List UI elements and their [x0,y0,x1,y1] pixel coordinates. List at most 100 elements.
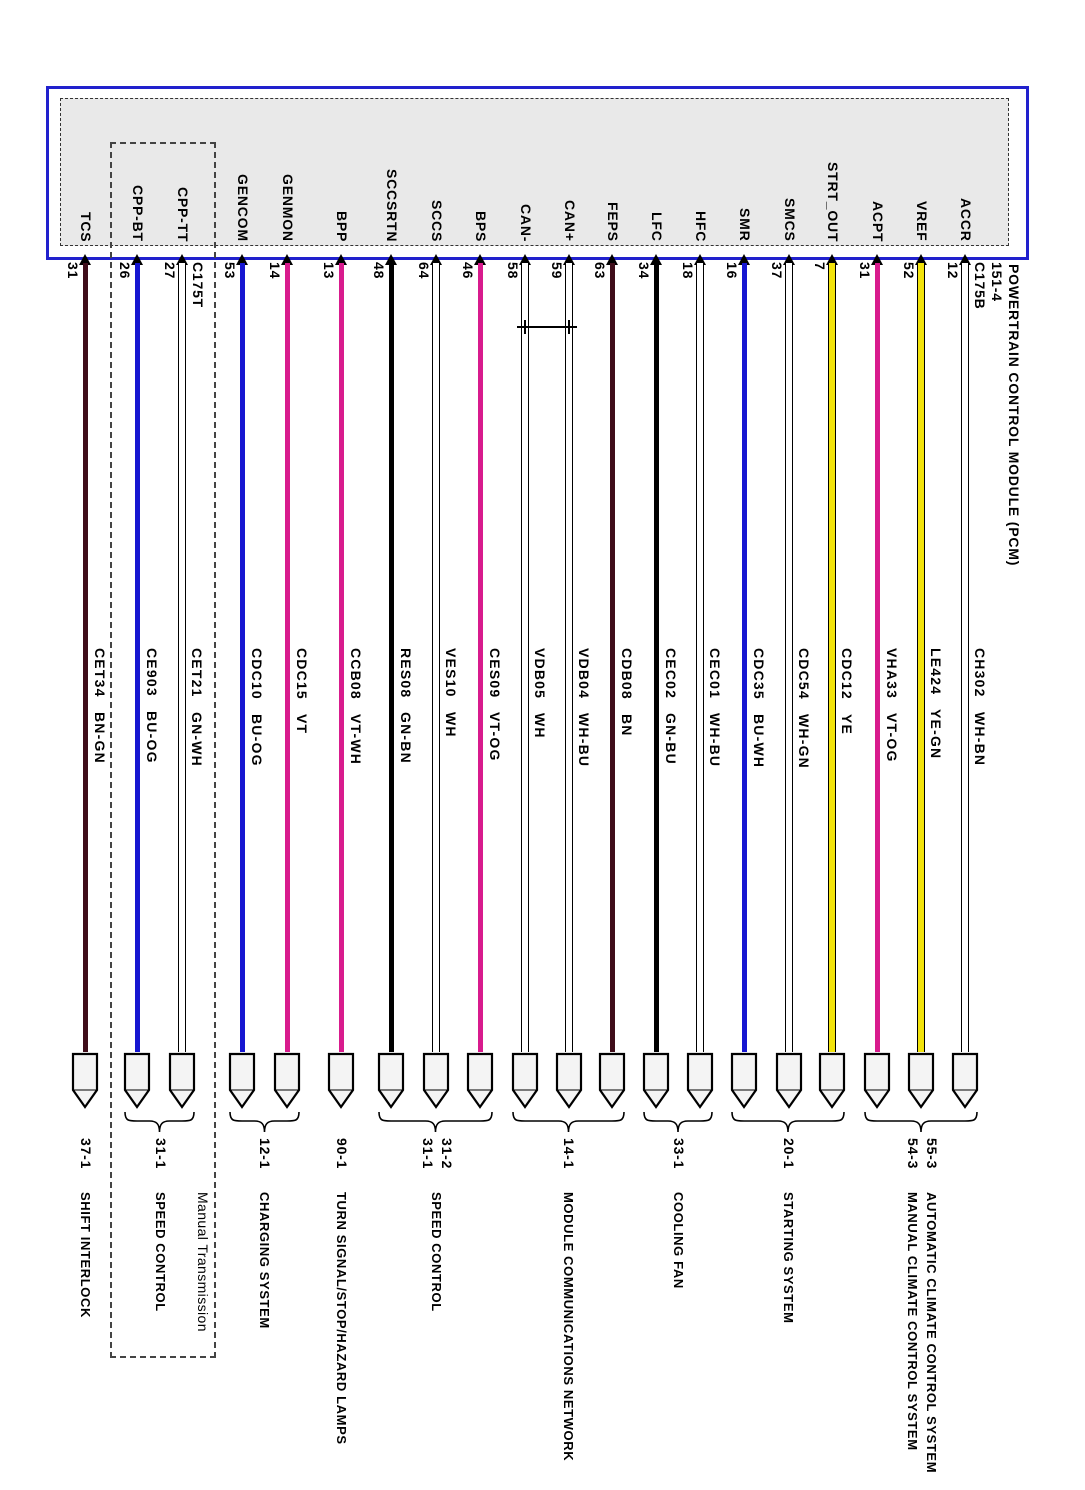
wire-color-code: WH-BN [972,711,988,766]
pin-number: 37 [769,262,785,280]
wire-color-code: GN-WH [189,711,205,767]
wire-color-code: WH [443,711,459,738]
pin-label: HFC [693,210,709,242]
pin-label: VREF [914,201,930,242]
wire-line [83,263,88,1052]
arrow-up-icon [959,254,971,265]
arrow-up-icon [176,254,188,265]
connector-group-number: 12-1 [257,1138,273,1170]
pin-label: ACCR [958,198,974,242]
connector-terminal-icon [775,1052,803,1115]
connector-group-number: 33-1 [671,1138,687,1170]
pin-label: TCS [78,211,94,242]
circuit-id: CCB08 [348,648,364,700]
connector-terminal-icon [730,1052,758,1115]
wire-line [875,263,880,1052]
pin-label: SCCSRTN [384,168,400,242]
connector-terminal-icon [228,1052,256,1115]
circuit-id: VES10 [443,648,459,698]
pin-label: CPP-TT [175,186,191,242]
wire-circuit-label: CE903 BU-OG [142,648,160,763]
system-name: SHIFT INTERLOCK [78,1192,93,1318]
connector-terminal-icon [555,1052,583,1115]
wire-line [178,263,186,1052]
pin-number: 46 [460,262,476,280]
connector-terminal-icon [818,1052,846,1115]
wire-line [654,263,659,1052]
connector-terminal-icon [168,1052,196,1115]
wire-line [828,263,836,1052]
connector-group-number: 37-1 [78,1138,94,1170]
pin-label: BPP [334,210,350,242]
wire-circuit-label: CDC12 YE [837,648,855,735]
connector-terminal-icon [642,1052,670,1115]
pin-number: 59 [549,262,565,280]
wire-color-code: WH-BU [707,713,723,768]
pin-number: 31 [857,262,873,280]
wire-color-code: WH [532,713,548,739]
wire-circuit-label: VES10 WH [441,648,459,737]
wire-color-code: WH-GN [796,713,812,769]
arrow-up-icon [519,254,531,265]
pin-label: STRT_OUT [825,161,841,242]
pin-number: 64 [416,262,432,280]
connector-group-number: 54-3 [905,1138,921,1170]
wire-color-code: VT-WH [348,713,364,766]
system-name: SPEED CONTROL [429,1192,444,1312]
manual-transmission-connector-label: C175T [190,262,206,309]
connector-group-number: 31-2 [439,1138,455,1170]
wire-color-code: BN [619,713,635,737]
circuit-id: VHA33 [884,648,900,700]
pin-label: BPS [473,210,489,242]
wire-circuit-label: CH302 WH-BN [970,648,988,766]
wire-circuit-label: CET34 BN-GN [90,648,108,763]
wire-color-code: VT-OG [487,712,503,762]
arrow-up-icon [430,254,442,265]
pin-label: FEPS [605,202,621,242]
circuit-id: VDB04 [576,648,592,700]
pin-number: 63 [592,262,608,280]
wire-line [339,263,344,1052]
circuit-id: CEC02 [663,648,679,700]
wire-color-code: YE [839,713,855,735]
system-name: CHARGING SYSTEM [257,1192,272,1329]
wire-color-code: YE-GN [928,709,944,760]
arrow-up-icon [385,254,397,265]
circuit-id: RES08 [398,648,414,699]
wire-circuit-label: CDC35 BU-WH [749,648,767,768]
circuit-id: CE903 [144,648,160,697]
wire-circuit-label: CDC54 WH-GN [794,648,812,769]
pin-number: 7 [812,262,828,271]
wire-circuit-label: CEC02 GN-BU [661,648,679,765]
pin-number: 14 [267,262,283,280]
wire-line [478,263,483,1052]
wire-color-code: BU-OG [249,713,265,767]
pin-number: 12 [945,262,961,280]
pcm-connector-area [60,98,1009,246]
wire-line [610,263,615,1052]
pcm-page-ref-label: 151-4 [989,262,1005,302]
pin-label: GENCOM [235,174,251,242]
arrow-up-icon [79,254,91,265]
system-name: MANUAL CLIMATE CONTROL SYSTEM [905,1192,920,1451]
connector-terminal-icon [422,1052,450,1115]
pin-number: 26 [117,262,133,280]
wire-color-code: WH-BU [576,713,592,768]
circuit-id: CDC15 [294,648,310,700]
system-name: COOLING FAN [671,1192,686,1289]
wire-color-code: GN-BN [398,712,414,765]
connector-terminal-icon [466,1052,494,1115]
pcm-connector-id-label: C175B [972,262,988,310]
circuit-id: CDB08 [619,648,635,700]
connector-terminal-icon [686,1052,714,1115]
wire-line [389,263,394,1052]
wire-circuit-label: CDB08 BN [617,648,635,737]
connector-terminal-icon [377,1052,405,1115]
connector-group-number: 31-1 [153,1138,169,1170]
arrow-up-icon [694,254,706,265]
circuit-id: CH302 [972,648,988,698]
connector-group-number: 55-3 [924,1138,940,1170]
pin-label: SMR [737,208,753,242]
